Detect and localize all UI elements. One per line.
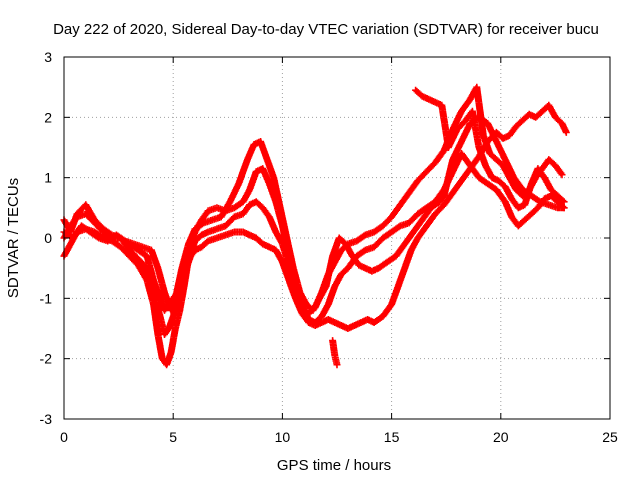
chart-title: Day 222 of 2020, Sidereal Day-to-day VTE… xyxy=(53,21,599,38)
series-4-markers xyxy=(60,113,568,314)
series-6 xyxy=(329,337,341,369)
x-tick-label: 15 xyxy=(384,429,400,445)
x-tick-label: 10 xyxy=(275,429,291,445)
y-tick-label: 3 xyxy=(44,49,52,65)
x-tick-label: 20 xyxy=(493,429,509,445)
data-marks xyxy=(60,83,570,369)
series-6-markers xyxy=(329,337,341,369)
y-tick-label: 2 xyxy=(44,109,52,125)
x-tick-label: 5 xyxy=(169,429,177,445)
axis-ticks xyxy=(63,56,611,420)
y-axis-label: SDTVAR / TECUs xyxy=(5,178,22,298)
y-tick-label: -3 xyxy=(40,411,53,427)
x-tick-label: 25 xyxy=(602,429,618,445)
series-5-markers xyxy=(412,86,568,212)
x-tick-label: 0 xyxy=(60,429,68,445)
tick-labels: 0 5 10 15 20 25 -3 -2 -1 0 1 2 3 xyxy=(40,49,618,445)
y-tick-label: 1 xyxy=(44,170,52,186)
series-5 xyxy=(412,86,568,212)
x-axis-label: GPS time / hours xyxy=(277,457,391,474)
y-tick-label: 0 xyxy=(44,230,52,246)
y-tick-label: -2 xyxy=(40,351,53,367)
y-tick-label: -1 xyxy=(40,290,53,306)
series-4 xyxy=(60,113,568,314)
